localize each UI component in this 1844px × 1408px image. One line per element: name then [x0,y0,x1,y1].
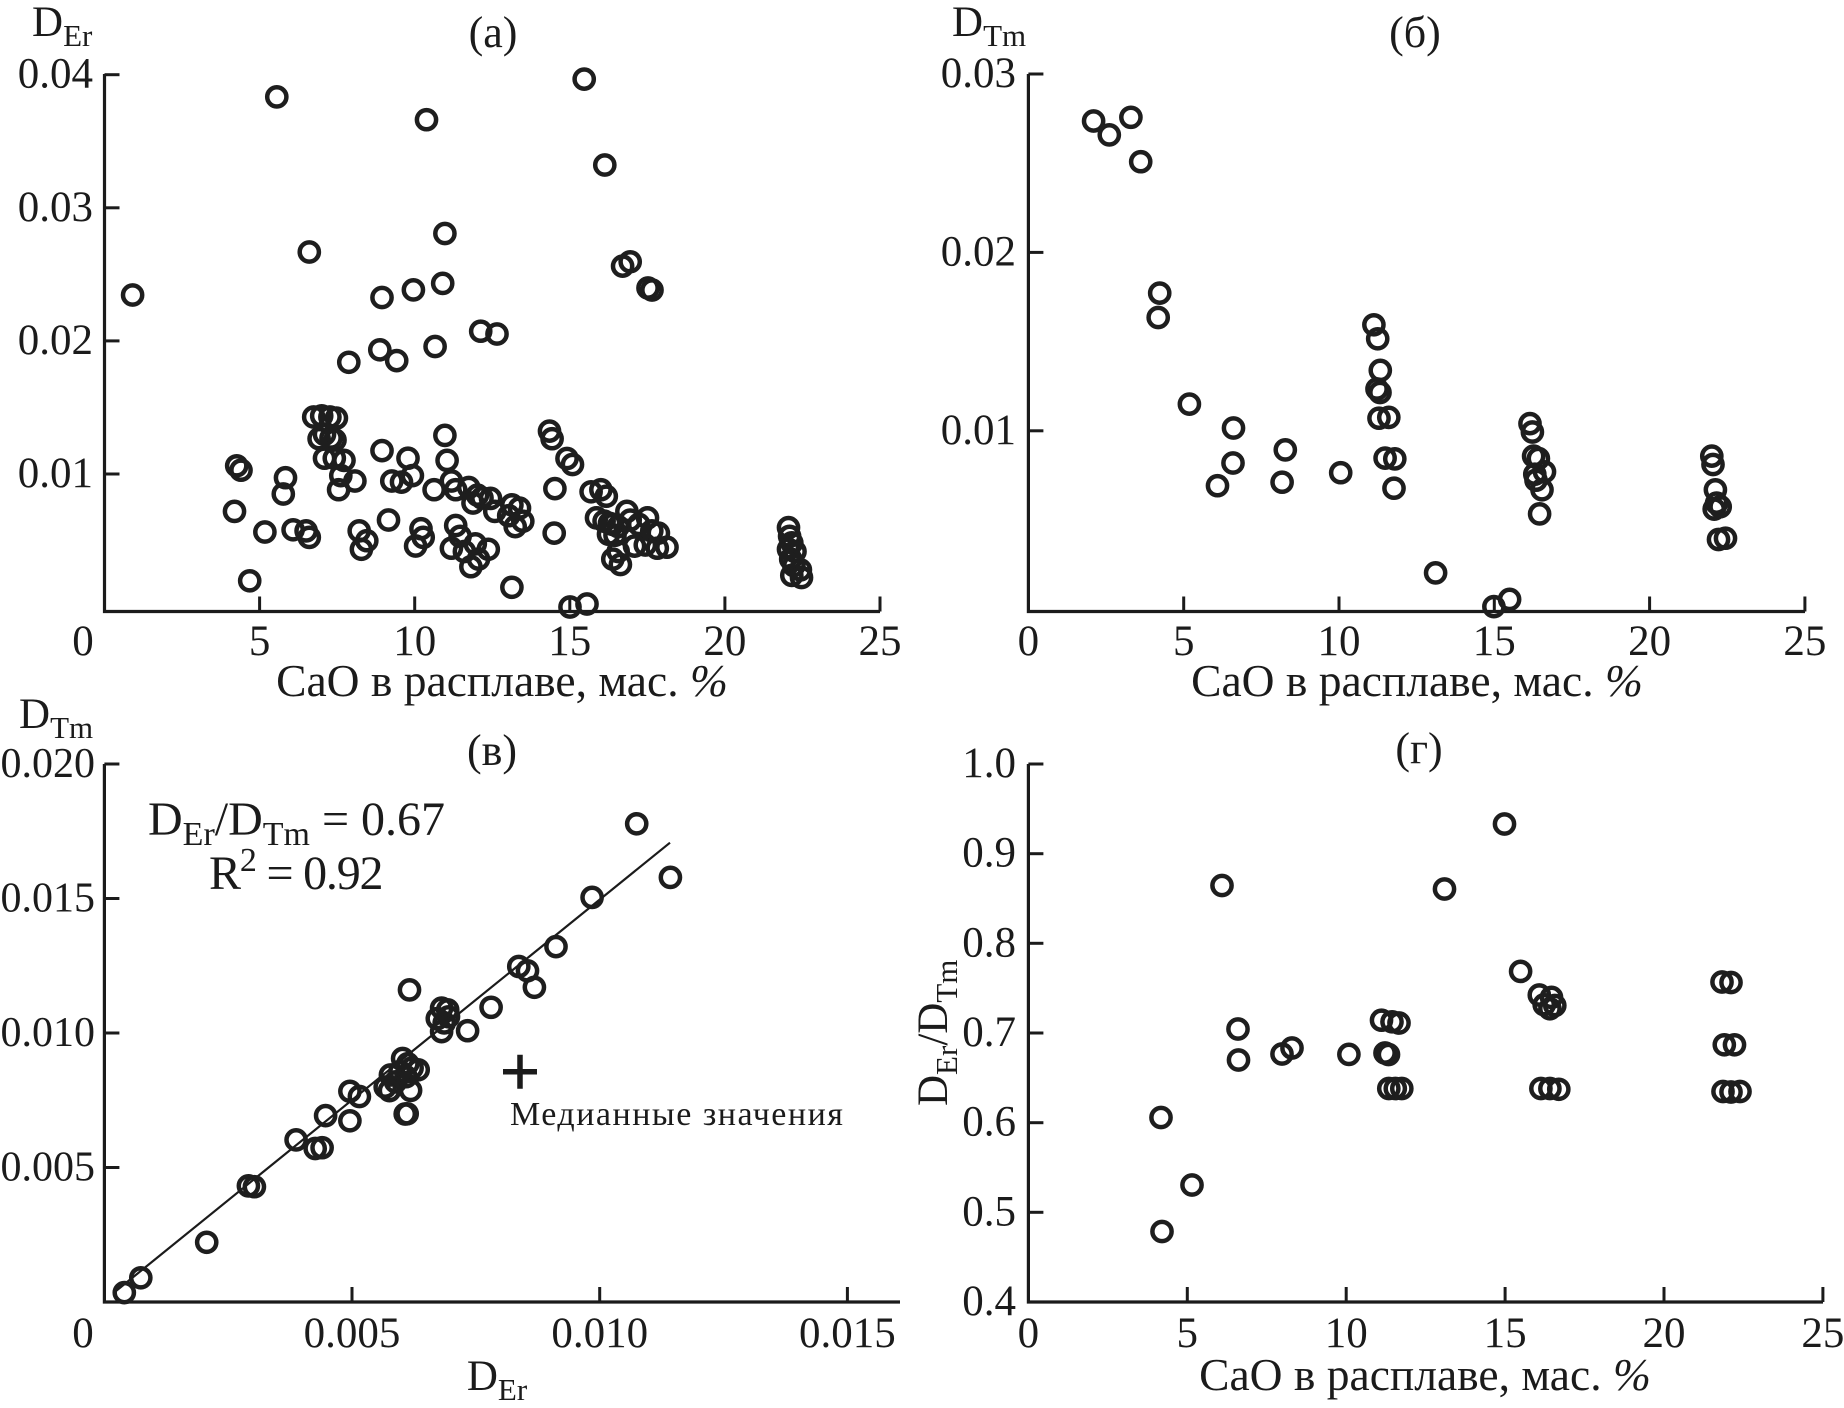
svg-text:0.9: 0.9 [962,830,1016,877]
svg-text:Медианные значения: Медианные значения [510,1096,844,1133]
svg-text:0.015: 0.015 [1,876,96,922]
svg-text:CaO в расплаве, мас. %: CaO в расплаве, мас. % [276,655,728,706]
svg-text:20: 20 [1628,618,1671,665]
svg-text:0: 0 [72,618,94,665]
svg-text:0.020: 0.020 [1,741,96,787]
svg-text:0.8: 0.8 [962,919,1016,966]
svg-text:0.005: 0.005 [1,1145,96,1191]
svg-text:0.01: 0.01 [941,407,1016,454]
svg-text:0: 0 [72,1310,94,1357]
svg-text:0: 0 [1018,618,1040,665]
svg-text:0: 0 [1018,1310,1040,1357]
svg-text:0.6: 0.6 [962,1099,1016,1146]
svg-text:25: 25 [1801,1310,1844,1357]
svg-text:20: 20 [1643,1310,1686,1357]
svg-text:5: 5 [1177,1310,1199,1357]
svg-text:CaO в расплаве, мас. %: CaO в расплаве, мас. % [1199,1349,1651,1400]
svg-text:15: 15 [548,618,591,665]
svg-text:15: 15 [1484,1310,1527,1357]
svg-text:5: 5 [249,618,271,665]
svg-text:(б): (б) [1389,8,1441,57]
svg-text:0.005: 0.005 [304,1310,401,1357]
svg-text:0.02: 0.02 [941,228,1016,275]
svg-text:0.01: 0.01 [18,450,93,497]
svg-text:0.03: 0.03 [941,50,1016,97]
svg-text:0.015: 0.015 [799,1310,896,1357]
svg-text:(а): (а) [469,8,518,57]
svg-text:0.03: 0.03 [18,184,93,231]
svg-text:20: 20 [703,618,746,665]
svg-text:(г): (г) [1395,724,1442,773]
svg-text:0.7: 0.7 [962,1009,1016,1056]
svg-text:25: 25 [859,618,902,665]
svg-text:15: 15 [1473,618,1516,665]
svg-text:0.4: 0.4 [962,1278,1016,1325]
svg-text:5: 5 [1173,618,1195,665]
svg-text:R2 = 0.92: R2 = 0.92 [209,842,382,900]
svg-text:0.5: 0.5 [962,1188,1016,1235]
svg-text:10: 10 [1318,618,1361,665]
svg-text:10: 10 [393,618,436,665]
svg-text:CaO в расплаве, мас. %: CaO в расплаве, мас. % [1191,655,1643,706]
svg-text:25: 25 [1783,618,1826,665]
svg-text:(в): (в) [467,726,517,775]
svg-text:0.010: 0.010 [1,1010,96,1056]
svg-text:0.04: 0.04 [18,51,93,98]
svg-text:0.010: 0.010 [551,1310,648,1357]
svg-text:0.02: 0.02 [18,317,93,364]
svg-text:10: 10 [1325,1310,1368,1357]
svg-text:1.0: 1.0 [962,740,1016,787]
